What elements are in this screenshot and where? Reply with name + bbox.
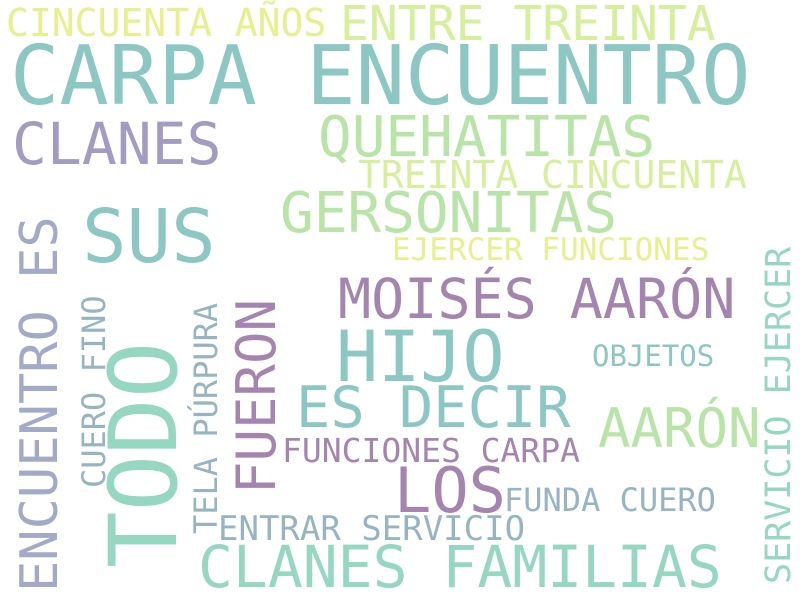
word-moises-aaron: MOISÉS AARÓN [338, 267, 736, 331]
word-sus: SUS [82, 194, 216, 280]
word-ejercer-funciones: EJERCER FUNCIONES [392, 232, 710, 268]
word-objetos: OBJETOS [592, 339, 715, 373]
word-quehatitas: QUEHATITAS [318, 105, 656, 170]
word-aaron: AARÓN [598, 397, 761, 460]
word-funda-cuero: FUNDA CUERO [504, 481, 716, 519]
word-servicio-ejercer: SERVICIO EJERCER [759, 246, 799, 584]
word-hijo: HIJO [336, 316, 505, 398]
word-encuentro-es: ENCUENTRO ES [10, 216, 70, 592]
word-entrar-servicio: ENTRAR SERVICIO [218, 509, 526, 549]
word-cincuenta-anos: CINCUENTA AÑOS [6, 1, 327, 45]
word-los: LOS [394, 454, 506, 527]
word-fueron: FUERON [225, 298, 288, 494]
word-funciones-carpa: FUNCIONES CARPA [282, 431, 581, 470]
word-tela-purpura: TELA PÚRPURA [187, 302, 225, 534]
word-clanes: CLANES [12, 110, 222, 178]
word-clanes-familias: CLANES FAMILIAS [198, 533, 722, 600]
word-gersonitas: GERSONITAS [280, 181, 618, 246]
word-es-decir: ES DECIR [296, 375, 571, 441]
word-treinta-cincuenta: TREINTA CINCUENTA [358, 153, 747, 197]
word-cuero-fino: CUERO FINO [75, 295, 113, 488]
word-carpa-encuentro: CARPA ENCUENTRO [10, 29, 751, 124]
word-entre-treinta: ENTRE TREINTA [340, 0, 716, 52]
